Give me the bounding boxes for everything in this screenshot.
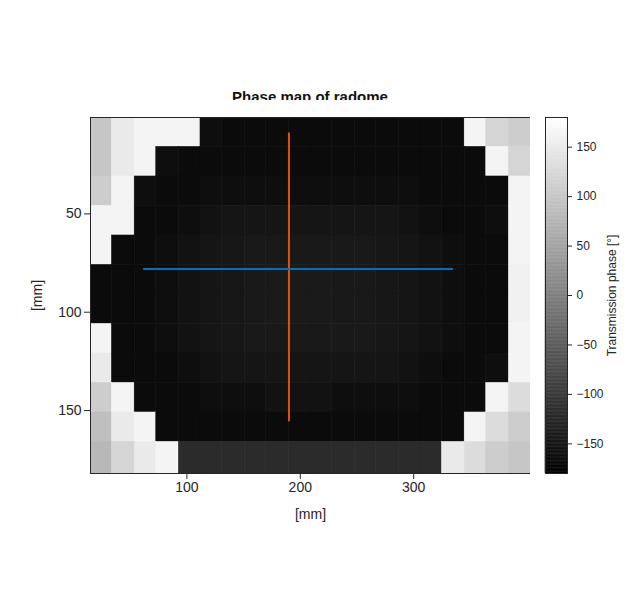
svg-text:−150: −150 bbox=[577, 437, 604, 451]
svg-text:100: 100 bbox=[58, 304, 82, 320]
svg-text:300: 300 bbox=[402, 479, 426, 495]
svg-text:0: 0 bbox=[577, 288, 584, 302]
svg-text:100: 100 bbox=[175, 479, 199, 495]
svg-text:50: 50 bbox=[66, 205, 82, 221]
svg-text:[mm]: [mm] bbox=[29, 280, 45, 311]
html-text:Phase map of radome: Phase map of radome bbox=[232, 88, 388, 105]
svg-text:−50: −50 bbox=[577, 338, 598, 352]
svg-text:[mm]: [mm] bbox=[295, 506, 326, 522]
svg-text:Transmission phase [°]: Transmission phase [°] bbox=[605, 235, 619, 357]
svg-text:100: 100 bbox=[577, 189, 597, 203]
svg-text:150: 150 bbox=[58, 402, 82, 418]
svg-text:200: 200 bbox=[289, 479, 313, 495]
svg-text:50: 50 bbox=[577, 239, 591, 253]
svg-text:−100: −100 bbox=[577, 387, 604, 401]
svg-text:150: 150 bbox=[577, 140, 597, 154]
